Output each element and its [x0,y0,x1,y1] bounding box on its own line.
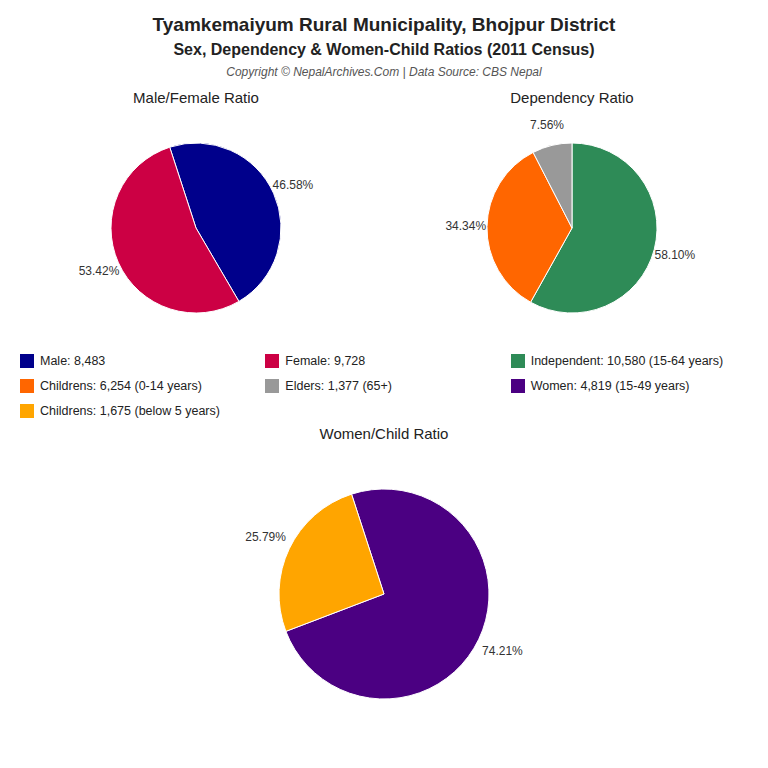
html-text:Childrens: 1,675 (below 5 year: Childrens: 1,675 (below 5 years) [40,403,220,418]
svg-text:53.42%: 53.42% [79,264,120,278]
html-text:Male: 8,483: Male: 8,483 [40,354,106,369]
svg-text:58.10%: 58.10% [654,248,695,262]
html-text:Women: 4,819 (15-49 years): Women: 4,819 (15-49 years) [530,379,690,393]
svg-text:25.79%: 25.79% [245,530,286,544]
html-text:Women/Child Ratio: Women/Child Ratio [319,425,449,442]
html-text:Sex, Dependency & Women-Child: Sex, Dependency & Women-Child Ratios (20… [173,41,595,58]
html-text:Independent: 10,580 (15-64 yea: Independent: 10,580 (15-64 years) [530,354,724,369]
html-text:Male/Female Ratio: Male/Female Ratio [133,89,259,106]
html-text:Elders: 1,377 (65+): Elders: 1,377 (65+) [285,379,392,393]
html-text:Childrens: 6,254 (0-14 years): Childrens: 6,254 (0-14 years) [40,379,202,393]
svg-text:34.34%: 34.34% [445,219,486,233]
svg-text:7.56%: 7.56% [530,118,564,132]
svg-text:74.21%: 74.21% [482,644,523,658]
html-text:Copyright © NepalArchives.Com: Copyright © NepalArchives.Com | Data Sou… [226,65,542,79]
html-text:Female: 9,728: Female: 9,728 [285,354,366,369]
svg-text:46.58%: 46.58% [273,178,314,192]
html-text:Tyamkemaiyum Rural Municipalit: Tyamkemaiyum Rural Municipality, Bhojpur… [152,14,616,35]
html-text:Dependency Ratio: Dependency Ratio [510,89,634,106]
